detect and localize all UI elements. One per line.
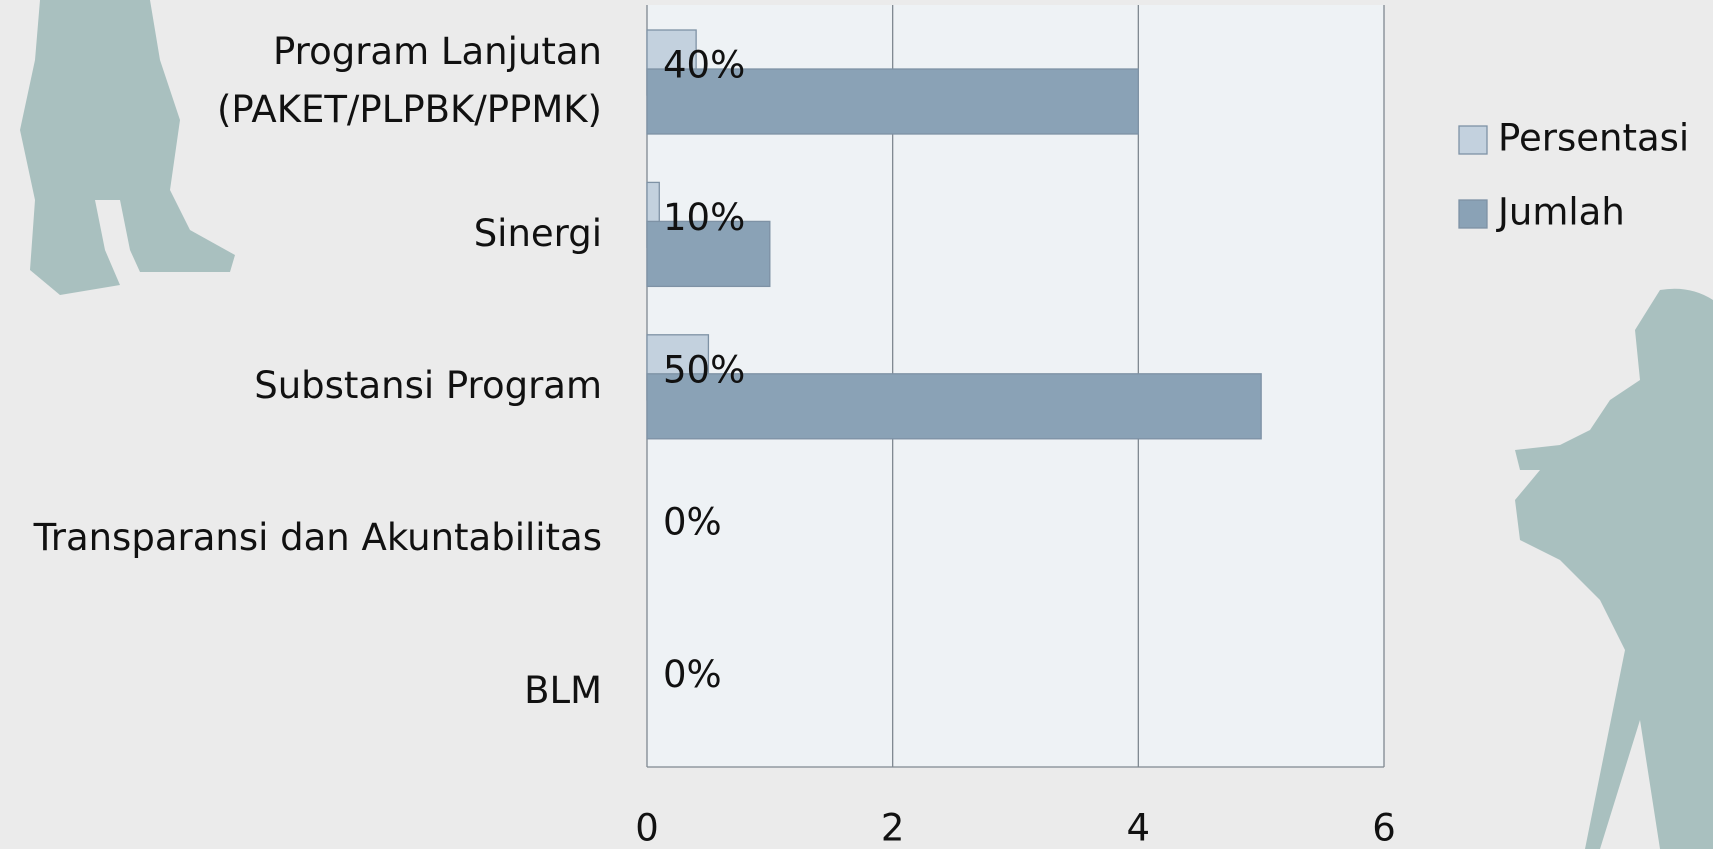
legend-label: Persentasi <box>1498 117 1689 160</box>
data-label: 50% <box>663 348 745 391</box>
y-tick-label: Sinergi <box>0 205 602 263</box>
legend-swatch <box>1459 126 1487 154</box>
data-label: 0% <box>663 501 722 544</box>
page: {"chart_data": {"type": "bar", "orientat… <box>0 0 1713 849</box>
legend-label: Jumlah <box>1496 191 1625 234</box>
y-tick-label: BLM <box>0 662 602 720</box>
legend-swatch <box>1459 200 1487 228</box>
x-tick-label: 4 <box>1127 807 1151 849</box>
data-label: 40% <box>663 44 745 87</box>
y-tick-label: Program Lanjutan (PAKET/PLPBK/PPMK) <box>0 23 602 139</box>
x-tick-label: 6 <box>1372 807 1396 849</box>
data-label: 10% <box>663 196 745 239</box>
y-tick-label: Transparansi dan Akuntabilitas <box>0 509 602 567</box>
x-tick-label: 2 <box>881 807 905 849</box>
y-tick-label: Substansi Program <box>0 357 602 415</box>
data-label: 0% <box>663 653 722 696</box>
x-tick-label: 0 <box>635 807 659 849</box>
